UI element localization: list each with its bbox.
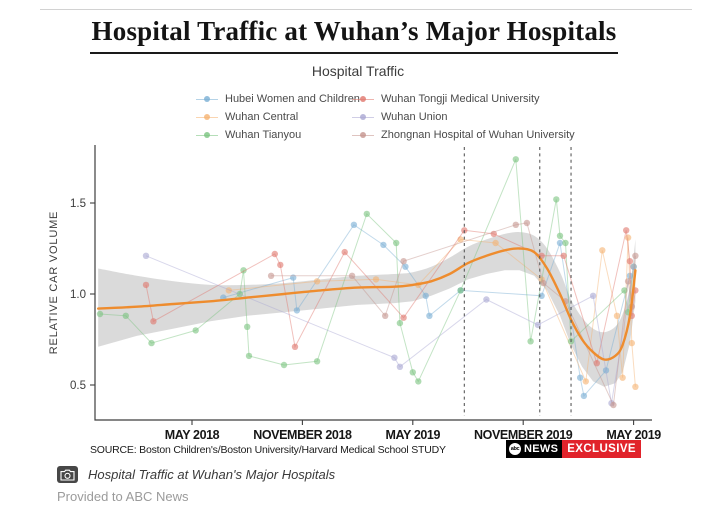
legend-title: Hospital Traffic [311, 63, 405, 79]
x-tick-label: NOVEMBER 2019 [474, 428, 573, 442]
y-axis: 1.5 1.0 0.5 RELATIVE CAR VOLUME [48, 198, 95, 392]
series-wuhan-tongji-medical-university [142, 227, 639, 367]
legend-marker-icon [196, 94, 218, 104]
y-axis-title: RELATIVE CAR VOLUME [48, 211, 60, 354]
exclusive-tag: EXCLUSIVE [562, 440, 641, 458]
legend-column-left: Hubei Women and Children Wuhan Central W… [196, 90, 360, 144]
legend-item-wuhan-union: Wuhan Union [352, 108, 575, 126]
abc-news-logo: abc NEWS [506, 440, 563, 458]
hospital-traffic-chart: 1.5 1.0 0.5 RELATIVE CAR VOLUME MAY 2018 NOVE… [48, 145, 662, 442]
legend-marker-icon [196, 130, 218, 140]
figure-title: Hospital Traffic at Wuhan’s Major Hospit… [0, 16, 708, 54]
confidence-band [98, 232, 636, 387]
legend-item-hubei-women-and-children: Hubei Women and Children [196, 90, 360, 108]
image-caption: Hospital Traffic at Wuhan's Major Hospit… [88, 467, 336, 482]
legend-label: Wuhan Union [381, 111, 448, 123]
legend-column-right: Wuhan Tongji Medical University Wuhan Un… [352, 90, 575, 144]
x-axis: MAY 2018 NOVEMBER 2018 MAY 2019 NOVEMBER 20… [165, 420, 662, 442]
y-tick-label: 1.0 [70, 289, 86, 301]
figure-title-text: Hospital Traffic at Wuhan’s Major Hospit… [89, 16, 619, 54]
figure-top-border [40, 9, 692, 10]
series-hubei-women-and-children [220, 221, 634, 400]
legend-item-wuhan-tongji: Wuhan Tongji Medical University [352, 90, 575, 108]
legend-marker-icon [352, 112, 374, 122]
x-tick-label: MAY 2019 [606, 428, 661, 442]
legend-item-wuhan-central: Wuhan Central [196, 108, 360, 126]
y-tick-label: 0.5 [70, 380, 86, 392]
trend-line [96, 247, 637, 361]
legend-label: Hubei Women and Children [225, 93, 360, 105]
legend-marker-icon [196, 112, 218, 122]
x-tick-label: MAY 2019 [386, 428, 441, 442]
image-credit: Provided to ABC News [57, 489, 189, 504]
series-wuhan-tianyou [96, 156, 637, 385]
news-wordmark: NEWS [524, 443, 559, 455]
legend-item-wuhan-tianyou: Wuhan Tianyou [196, 126, 360, 144]
legend-item-zhongnan: Zhongnan Hospital of Wuhan University [352, 126, 575, 144]
y-tick-label: 1.5 [70, 198, 86, 210]
legend-marker-icon [352, 130, 374, 140]
legend-label: Zhongnan Hospital of Wuhan University [381, 129, 575, 141]
series-wuhan-union [142, 252, 637, 407]
legend-label: Wuhan Tongji Medical University [381, 93, 540, 105]
legend-label: Wuhan Central [225, 111, 299, 123]
source-credit: SOURCE: Boston Children's/Boston Univers… [90, 444, 446, 456]
axes [94, 145, 652, 421]
legend-marker-icon [352, 94, 374, 104]
image-caption-row: Hospital Traffic at Wuhan's Major Hospit… [57, 466, 335, 483]
abc-circle-icon: abc [509, 443, 521, 455]
x-tick-label: MAY 2018 [165, 428, 220, 442]
abc-news-exclusive-badge: abc NEWS EXCLUSIVE [506, 440, 641, 458]
x-tick-label: NOVEMBER 2018 [253, 428, 352, 442]
legend-label: Wuhan Tianyou [225, 129, 302, 141]
camera-icon [57, 466, 78, 483]
